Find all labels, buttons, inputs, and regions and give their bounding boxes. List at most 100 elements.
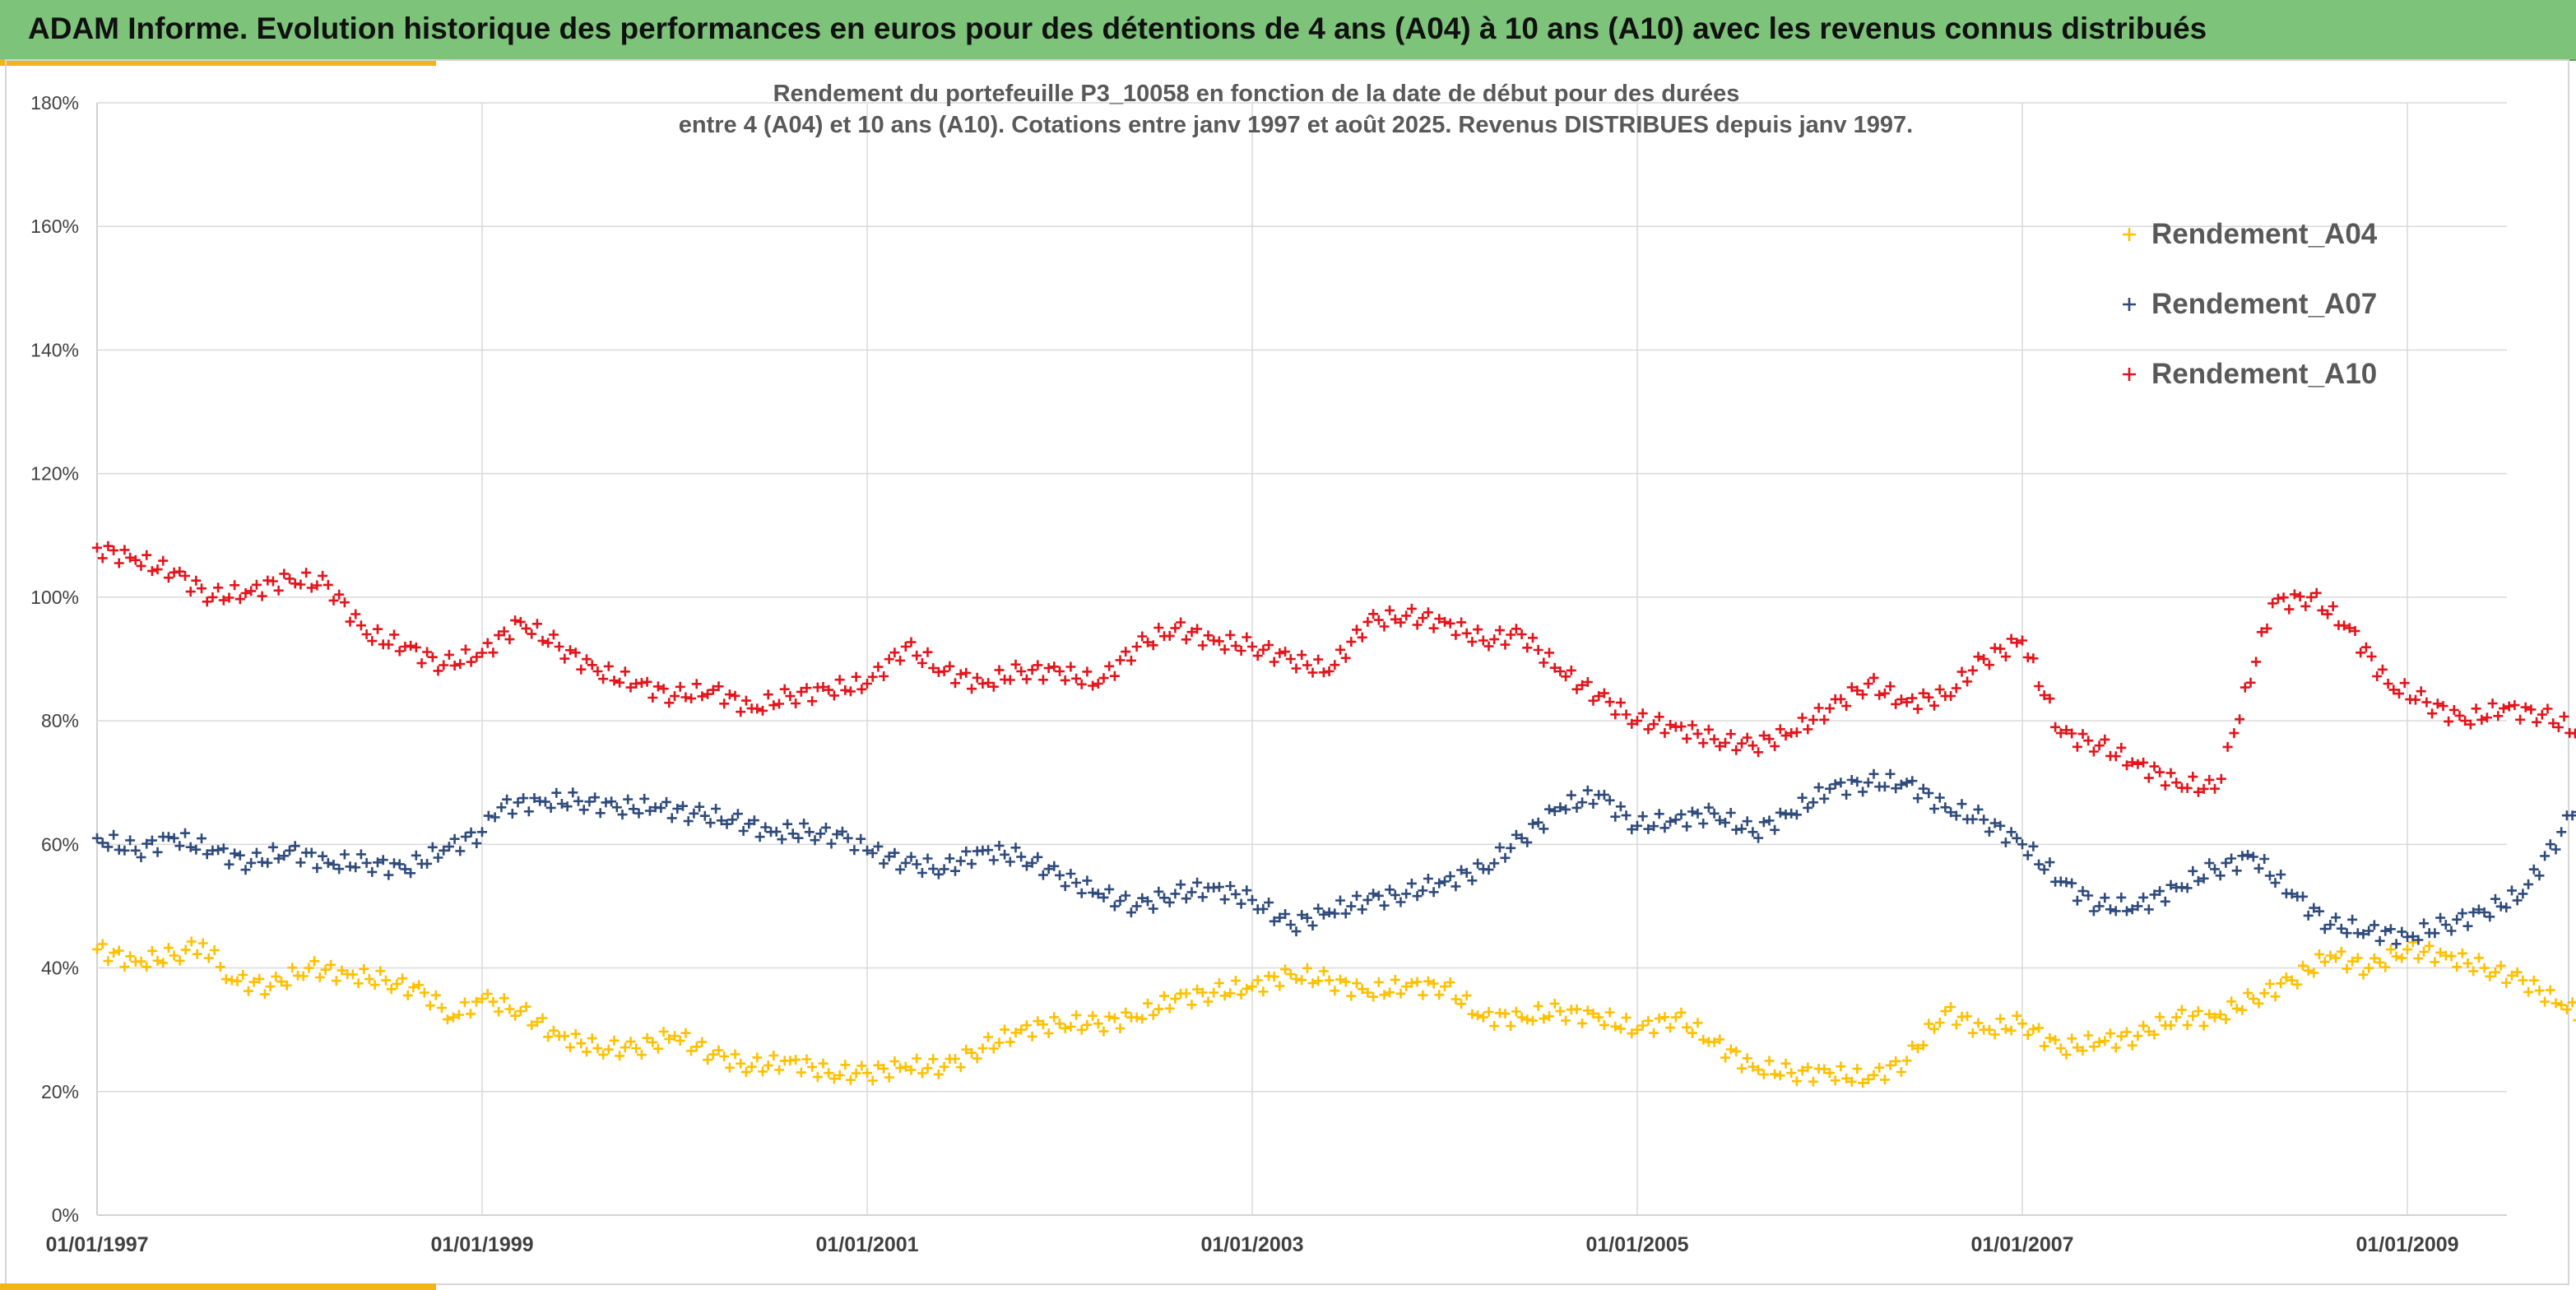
data-point [2286,889,2297,899]
data-point [180,828,190,838]
data-point [136,852,146,862]
data-point [443,649,454,660]
data-point [2284,604,2295,615]
data-point [1742,732,1752,743]
data-point [1995,643,2006,654]
data-point [818,1058,828,1069]
data-point [1764,1056,1775,1066]
data-point [2138,892,2149,903]
data-point [2094,740,2105,751]
data-point [1346,991,1357,1001]
legend: Rendement_A04 Rendement_A07 Rendement_A10 [2123,218,2378,390]
data-point [606,796,617,807]
data-point [2358,929,2369,940]
data-point [238,970,248,980]
data-point [548,1025,559,1036]
data-point [1934,1018,1945,1028]
data-point [411,642,421,652]
data-point [240,865,251,875]
data-point [1621,810,1631,821]
data-point [306,847,317,858]
data-point [615,677,625,688]
data-point [381,975,391,986]
data-point [230,848,240,859]
data-point [1748,827,1758,838]
data-point [967,859,977,870]
data-point [2017,635,2027,646]
data-point [290,841,300,851]
data-point [917,1068,927,1079]
data-point [186,936,197,947]
data-point [672,804,683,814]
data-point [1604,795,1615,805]
data-point [1385,605,1395,615]
data-point [314,972,325,982]
data-point [1225,988,1236,999]
banner-title: ADAM Informe. Evolution historique des p… [28,12,2207,45]
data-point [1456,999,1467,1009]
data-point [2317,605,2328,615]
data-point [460,832,471,842]
data-point [191,844,202,855]
data-point [1148,903,1158,914]
data-point [2045,694,2055,704]
data-point [900,642,911,652]
data-point [2309,968,2319,978]
data-point [1665,720,1676,730]
data-point [2430,957,2440,968]
data-point [1362,987,1373,998]
data-point [1340,977,1351,987]
data-point [2193,787,2203,797]
data-point [2559,712,2569,722]
data-point [730,690,740,701]
data-point [103,956,114,967]
data-point [1506,629,1516,640]
data-point [1176,617,1186,628]
data-point [2039,690,2049,701]
data-point [867,1075,878,1086]
data-point [2573,1019,2576,1022]
data-point [1797,1065,1808,1076]
data-point [2397,953,2407,963]
data-point [1561,1015,1571,1026]
data-point [482,638,493,648]
data-point [2550,844,2561,855]
data-point [185,587,196,597]
data-point [1352,890,1362,901]
data-point [2548,718,2559,729]
data-point [884,851,894,862]
data-point [312,863,323,874]
chart-title-line-2: entre 4 (A04) et 10 ans (A10). Cotations… [679,112,1913,138]
data-point [1649,821,1659,832]
data-point [1060,881,1070,892]
data-point [361,857,372,868]
data-point [1340,908,1351,919]
data-point [1203,630,1214,641]
data-point [862,1068,872,1079]
data-point [1610,811,1621,822]
data-point [1291,926,1302,937]
data-point [587,660,597,671]
data-point [510,1010,521,1021]
data-point [1033,660,1043,671]
data-point [647,1037,658,1047]
data-point [895,1063,906,1074]
data-point [1005,1037,1015,1047]
data-point [1737,824,1747,834]
data-point [1627,824,1637,835]
y-tick-label: 120% [30,463,79,485]
data-point [383,870,394,880]
data-point [436,1003,447,1014]
data-point [174,841,185,851]
y-tick-label: 100% [30,587,79,608]
data-point [1819,1064,1830,1074]
data-point [306,582,317,593]
data-point [2374,935,2385,946]
data-point [287,963,298,973]
data-point [1715,1034,1725,1045]
data-point [634,808,644,819]
data-point [1330,908,1340,919]
data-point [499,626,509,637]
data-point [2419,946,2430,957]
data-point [754,832,765,842]
